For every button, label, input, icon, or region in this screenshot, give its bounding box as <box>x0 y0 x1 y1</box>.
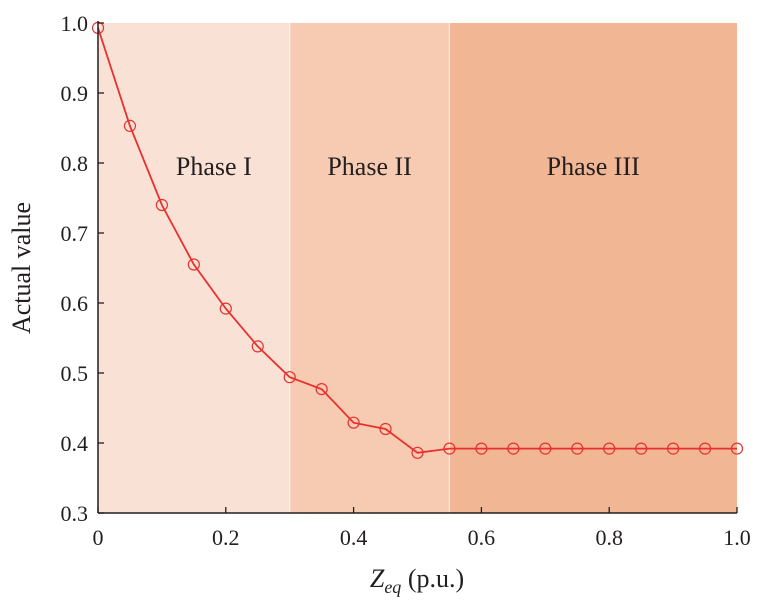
x-tick-label: 0.2 <box>212 525 240 550</box>
data-point <box>123 119 137 133</box>
data-point <box>219 302 232 315</box>
phase-label-3: Phase III <box>547 152 640 181</box>
y-tick-label: 0.4 <box>61 431 89 456</box>
data-point <box>379 422 392 436</box>
data-point <box>635 442 648 455</box>
phase-label-1: Phase I <box>176 152 252 181</box>
data-point <box>251 340 264 353</box>
data-point <box>315 383 328 396</box>
data-point <box>666 442 680 455</box>
phase-region-2 <box>289 23 450 513</box>
data-point <box>539 442 552 455</box>
y-tick-label: 0.7 <box>61 221 89 246</box>
series-line <box>97 27 737 454</box>
y-tick-label: 0.9 <box>61 81 89 106</box>
phase-region-1 <box>98 23 290 513</box>
axes: 0.3 0.4 0.5 0.6 0.7 0.8 0.9 1.0 0 0.2 0.4 0.6 0.8 1.0 <box>61 11 751 550</box>
y-tick-label: 0.8 <box>61 151 89 176</box>
series-layer <box>91 21 744 459</box>
y-tick-label: 0.3 <box>61 501 89 526</box>
phase-label-2: Phase II <box>327 152 411 181</box>
data-point <box>507 442 520 455</box>
data-point <box>475 442 488 455</box>
x-axis-label-sub: eq <box>384 577 401 597</box>
data-point <box>603 442 616 455</box>
x-tick-label: 0.8 <box>595 525 623 550</box>
data-point <box>187 258 200 271</box>
y-tick-label: 0.5 <box>61 361 89 386</box>
data-point <box>571 442 584 455</box>
data-point <box>730 442 744 455</box>
data-point <box>347 416 360 429</box>
data-point <box>283 371 296 384</box>
x-tick-label: 0.4 <box>340 525 368 550</box>
y-tick-label: 1.0 <box>61 11 89 36</box>
x-axis-label: Zeq (p.u.) <box>370 564 464 597</box>
data-point <box>443 442 456 455</box>
x-tick-label: 0.6 <box>468 525 496 550</box>
phase-regions: Phase I Phase II Phase III <box>98 23 737 513</box>
y-tick-label: 0.6 <box>61 291 89 316</box>
data-point <box>155 198 168 212</box>
x-tick-label: 1.0 <box>723 525 751 550</box>
y-axis-label: Actual value <box>7 202 36 334</box>
phase-region-3 <box>449 23 737 513</box>
data-point <box>411 446 424 459</box>
x-tick-label: 0 <box>93 525 104 550</box>
data-point <box>698 442 712 455</box>
x-axis-label-main: Z <box>370 564 385 593</box>
x-axis-label-unit: (p.u.) <box>401 564 464 593</box>
